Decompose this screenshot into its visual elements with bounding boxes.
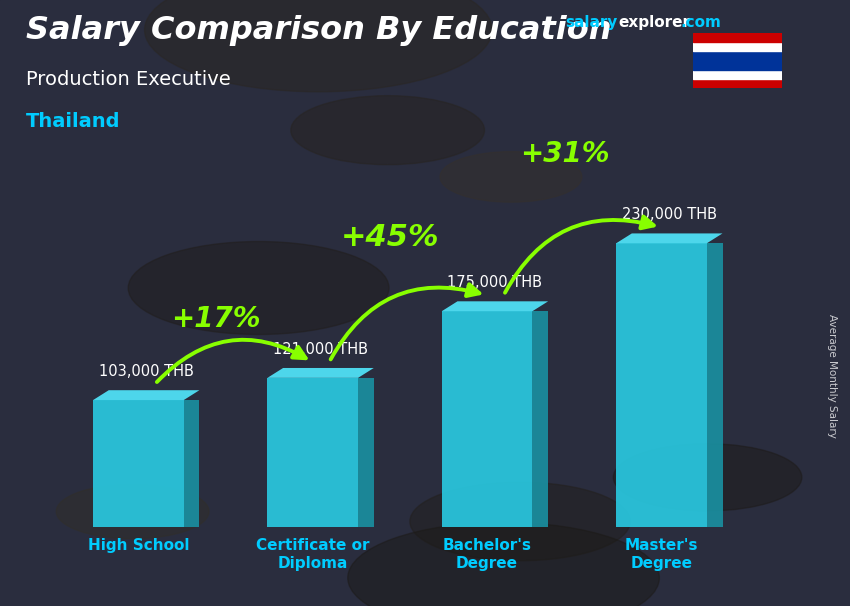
Text: +17%: +17%: [171, 305, 261, 333]
Text: salary: salary: [565, 15, 618, 30]
Bar: [616, 243, 707, 527]
Bar: [268, 378, 358, 527]
Ellipse shape: [348, 522, 660, 606]
Text: +31%: +31%: [520, 141, 609, 168]
Ellipse shape: [56, 484, 209, 539]
Ellipse shape: [614, 444, 802, 511]
Polygon shape: [532, 311, 548, 527]
Ellipse shape: [410, 482, 631, 561]
Text: Production Executive: Production Executive: [26, 70, 230, 88]
Text: 103,000 THB: 103,000 THB: [99, 364, 194, 379]
Text: 230,000 THB: 230,000 THB: [622, 207, 717, 222]
Text: +45%: +45%: [341, 222, 439, 251]
Text: 175,000 THB: 175,000 THB: [447, 275, 542, 290]
Ellipse shape: [440, 152, 582, 202]
Text: Thailand: Thailand: [26, 112, 120, 131]
Polygon shape: [442, 301, 548, 311]
Bar: [693, 42, 782, 52]
Polygon shape: [616, 233, 722, 243]
Bar: [693, 33, 782, 42]
Polygon shape: [358, 378, 374, 527]
Ellipse shape: [128, 242, 389, 335]
Text: .com: .com: [681, 15, 722, 30]
Text: Salary Comparison By Education: Salary Comparison By Education: [26, 15, 611, 46]
Bar: [93, 400, 184, 527]
Bar: [442, 311, 532, 527]
Ellipse shape: [144, 0, 492, 92]
Polygon shape: [707, 243, 722, 527]
Polygon shape: [268, 368, 374, 378]
Text: Average Monthly Salary: Average Monthly Salary: [827, 314, 837, 438]
Bar: [693, 52, 782, 70]
Bar: [693, 70, 782, 79]
Text: explorer: explorer: [619, 15, 691, 30]
Text: 121,000 THB: 121,000 THB: [273, 342, 368, 357]
Polygon shape: [184, 400, 200, 527]
Bar: [693, 79, 782, 88]
Polygon shape: [93, 390, 200, 400]
Ellipse shape: [291, 96, 484, 165]
